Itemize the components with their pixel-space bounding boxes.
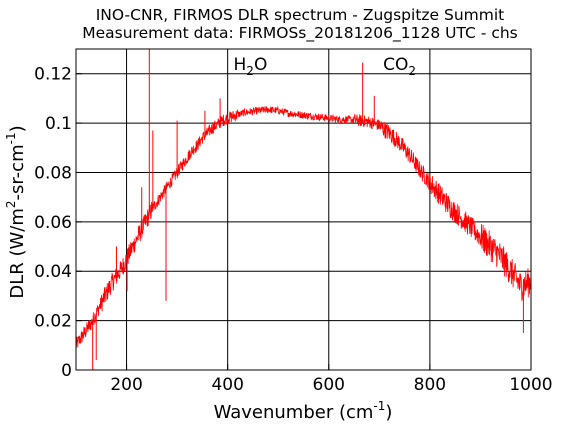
y-axis-label-sup2: -1 [4,132,18,144]
grid-lines [76,49,531,370]
annotations: H2O CO2 [234,55,417,78]
annotation-0: H2O [234,55,268,78]
chart-subtitle: Measurement data: FIRMOSs_20181206_1128 … [82,24,518,43]
x-axis-label-sup: -1 [373,399,385,413]
x-axis-ticks: 200 400 600 800 1000 [110,364,553,395]
x-tick-label-4: 1000 [509,375,552,395]
y-axis-ticks: 0 0.02 0.04 0.06 0.08 0.1 0.12 [34,65,82,381]
y-tick-label-0: 0 [61,361,72,381]
y-tick-label-1: 0.02 [34,312,72,332]
y-tick-label-6: 0.12 [34,65,72,85]
y-tick-label-5: 0.1 [45,114,72,134]
y-tick-label-4: 0.08 [34,163,72,183]
spectrum-line [75,105,532,348]
x-tick-label-2: 600 [313,375,345,395]
plot-frame [75,48,532,371]
y-tick-label-2: 0.04 [34,262,72,282]
y-axis-label: DLR (W/m2-sr-cm-1) [4,125,28,298]
chart-title: INO-CNR, FIRMOS DLR spectrum - Zugspitze… [96,6,505,24]
x-tick-label-1: 400 [211,375,243,395]
annotation-1: CO2 [383,55,416,78]
x-axis-label-text: Wavenumber (cm [214,402,374,423]
y-axis-label-tail: ) [7,125,28,132]
x-tick-label-3: 800 [414,375,446,395]
y-axis-label-sup1: 2 [4,200,18,208]
spectrum-series [75,49,532,370]
x-tick-label-0: 200 [110,375,142,395]
y-tick-label-3: 0.06 [34,213,72,233]
x-axis-label: Wavenumber (cm-1) [214,399,393,423]
y-axis-label-mid: -sr-cm [7,144,28,200]
x-axis-label-tail: ) [385,402,392,423]
y-axis-label-text: DLR (W/m [7,208,28,299]
